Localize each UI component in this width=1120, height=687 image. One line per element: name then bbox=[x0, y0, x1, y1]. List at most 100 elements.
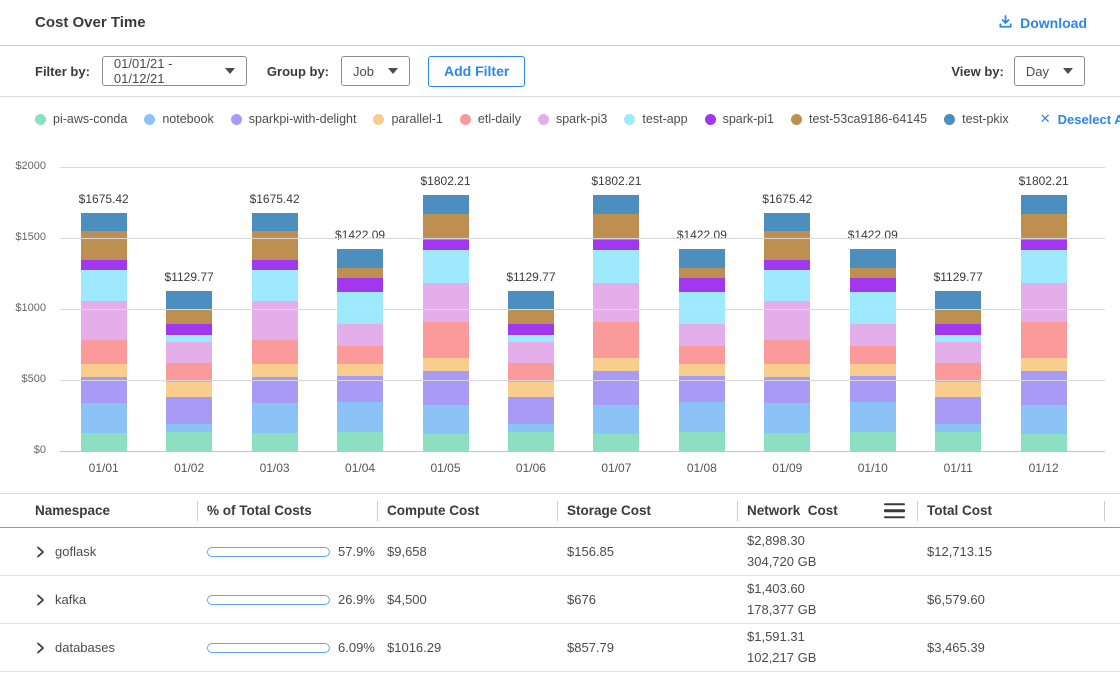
stacked-bar-01/11[interactable] bbox=[935, 290, 982, 451]
bar-segment-etl-daily[interactable] bbox=[764, 339, 811, 364]
bar-segment-sparkpi-with-delight[interactable] bbox=[764, 377, 811, 404]
legend-item[interactable]: sparkpi-with-delight bbox=[230, 112, 356, 126]
bar-segment-spark-pi1[interactable] bbox=[935, 324, 982, 335]
bar-segment-test-app[interactable] bbox=[678, 291, 725, 325]
bar-segment-test-app[interactable] bbox=[337, 291, 384, 325]
add-filter-button[interactable]: Add Filter bbox=[427, 55, 526, 87]
bar-segment-test-app[interactable] bbox=[593, 250, 640, 284]
bar-segment-pi-aws-conda[interactable] bbox=[251, 433, 298, 451]
bar-segment-sparkpi-with-delight[interactable] bbox=[251, 377, 298, 404]
stacked-bar-01/05[interactable] bbox=[422, 195, 469, 451]
bar-segment-test-pkix[interactable] bbox=[849, 249, 896, 268]
chevron-right-icon[interactable] bbox=[35, 546, 46, 558]
bar-segment-etl-daily[interactable] bbox=[507, 362, 554, 383]
bar-segment-parallel-1[interactable] bbox=[251, 363, 298, 378]
bar-segment-test-pkix[interactable] bbox=[1020, 195, 1067, 215]
stacked-bar-01/10[interactable] bbox=[849, 249, 896, 451]
bar-segment-sparkpi-with-delight[interactable] bbox=[422, 371, 469, 406]
bar-segment-notebook[interactable] bbox=[422, 405, 469, 434]
bar-segment-spark-pi3[interactable] bbox=[678, 324, 725, 346]
bar-segment-test-pkix[interactable] bbox=[507, 290, 554, 311]
bar-segment-spark-pi1[interactable] bbox=[507, 324, 554, 335]
stacked-bar-01/09[interactable] bbox=[764, 213, 811, 451]
bar-segment-notebook[interactable] bbox=[80, 403, 127, 434]
bar-segment-test-app[interactable] bbox=[422, 250, 469, 284]
bar-segment-test-app[interactable] bbox=[251, 270, 298, 302]
bar-segment-test-53ca9186-64145[interactable] bbox=[1020, 214, 1067, 241]
bar-segment-spark-pi1[interactable] bbox=[849, 278, 896, 292]
bar-segment-etl-daily[interactable] bbox=[422, 322, 469, 359]
bar-segment-sparkpi-with-delight[interactable] bbox=[935, 397, 982, 425]
bar-segment-test-53ca9186-64145[interactable] bbox=[935, 310, 982, 325]
legend-item[interactable]: test-app bbox=[624, 112, 688, 126]
bar-segment-test-53ca9186-64145[interactable] bbox=[849, 267, 896, 279]
bar-segment-sparkpi-with-delight[interactable] bbox=[507, 397, 554, 425]
chevron-right-icon[interactable] bbox=[35, 642, 46, 654]
bar-segment-test-app[interactable] bbox=[764, 270, 811, 302]
bar-segment-test-pkix[interactable] bbox=[935, 290, 982, 311]
bar-segment-spark-pi1[interactable] bbox=[80, 259, 127, 271]
bar-segment-spark-pi1[interactable] bbox=[678, 278, 725, 292]
deselect-all-button[interactable]: ✕ Deselect All bbox=[1040, 111, 1120, 127]
bar-segment-test-pkix[interactable] bbox=[337, 249, 384, 268]
bar-segment-test-app[interactable] bbox=[80, 270, 127, 302]
bar-segment-etl-daily[interactable] bbox=[1020, 322, 1067, 359]
legend-item[interactable]: spark-pi1 bbox=[704, 112, 774, 126]
legend-item[interactable]: test-pkix bbox=[944, 112, 1009, 126]
bar-segment-notebook[interactable] bbox=[166, 424, 213, 432]
bar-segment-pi-aws-conda[interactable] bbox=[166, 431, 213, 451]
namespace-cell[interactable]: goflask bbox=[35, 544, 197, 559]
bar-segment-spark-pi1[interactable] bbox=[764, 259, 811, 271]
bar-segment-notebook[interactable] bbox=[849, 402, 896, 433]
bar-segment-parallel-1[interactable] bbox=[507, 382, 554, 398]
date-range-dropdown[interactable]: 01/01/21 - 01/12/21 bbox=[101, 56, 247, 86]
bar-segment-spark-pi3[interactable] bbox=[1020, 283, 1067, 323]
namespace-cell[interactable]: databases bbox=[35, 640, 197, 655]
table-row[interactable]: kafka 26.9% $4,500 $676 $1,403.60 178,37… bbox=[0, 576, 1120, 624]
bar-segment-parallel-1[interactable] bbox=[849, 363, 896, 377]
bar-segment-test-53ca9186-64145[interactable] bbox=[166, 310, 213, 325]
chevron-right-icon[interactable] bbox=[35, 594, 46, 606]
bar-segment-pi-aws-conda[interactable] bbox=[422, 433, 469, 451]
bar-segment-test-53ca9186-64145[interactable] bbox=[422, 214, 469, 241]
legend-item[interactable]: parallel-1 bbox=[373, 112, 443, 126]
bar-segment-test-53ca9186-64145[interactable] bbox=[678, 267, 725, 279]
legend-item[interactable]: notebook bbox=[144, 112, 214, 126]
stacked-bar-01/01[interactable] bbox=[80, 213, 127, 451]
download-button[interactable]: Download bbox=[998, 14, 1087, 32]
bar-segment-test-53ca9186-64145[interactable] bbox=[251, 230, 298, 260]
bar-segment-pi-aws-conda[interactable] bbox=[507, 431, 554, 451]
bar-segment-spark-pi1[interactable] bbox=[593, 240, 640, 251]
bar-segment-pi-aws-conda[interactable] bbox=[593, 433, 640, 451]
group-by-dropdown[interactable]: Job bbox=[341, 56, 410, 86]
bar-segment-spark-pi1[interactable] bbox=[251, 259, 298, 271]
bar-segment-test-app[interactable] bbox=[166, 334, 213, 343]
legend-item[interactable]: spark-pi3 bbox=[537, 112, 607, 126]
bar-segment-pi-aws-conda[interactable] bbox=[678, 432, 725, 451]
legend-item[interactable]: test-53ca9186-64145 bbox=[790, 112, 927, 126]
legend-item[interactable]: pi-aws-conda bbox=[35, 112, 127, 126]
bar-segment-spark-pi3[interactable] bbox=[849, 324, 896, 346]
bar-segment-notebook[interactable] bbox=[507, 424, 554, 432]
bar-segment-sparkpi-with-delight[interactable] bbox=[166, 397, 213, 425]
bar-segment-notebook[interactable] bbox=[935, 424, 982, 432]
stacked-bar-01/03[interactable] bbox=[251, 213, 298, 451]
bar-segment-test-pkix[interactable] bbox=[593, 195, 640, 215]
bar-segment-etl-daily[interactable] bbox=[251, 339, 298, 364]
bar-segment-etl-daily[interactable] bbox=[935, 362, 982, 383]
bar-segment-spark-pi1[interactable] bbox=[1020, 240, 1067, 251]
view-by-dropdown[interactable]: Day bbox=[1013, 56, 1085, 86]
bar-segment-notebook[interactable] bbox=[764, 403, 811, 434]
column-menu-icon[interactable] bbox=[884, 502, 905, 519]
bar-segment-spark-pi1[interactable] bbox=[337, 278, 384, 292]
bar-segment-test-53ca9186-64145[interactable] bbox=[593, 214, 640, 241]
bar-segment-parallel-1[interactable] bbox=[422, 358, 469, 372]
bar-segment-sparkpi-with-delight[interactable] bbox=[80, 377, 127, 404]
bar-segment-etl-daily[interactable] bbox=[678, 345, 725, 364]
stacked-bar-01/04[interactable] bbox=[337, 249, 384, 451]
bar-segment-parallel-1[interactable] bbox=[764, 363, 811, 378]
bar-segment-etl-daily[interactable] bbox=[593, 322, 640, 359]
bar-segment-test-pkix[interactable] bbox=[80, 213, 127, 231]
bar-segment-notebook[interactable] bbox=[251, 403, 298, 434]
bar-segment-spark-pi3[interactable] bbox=[80, 301, 127, 340]
